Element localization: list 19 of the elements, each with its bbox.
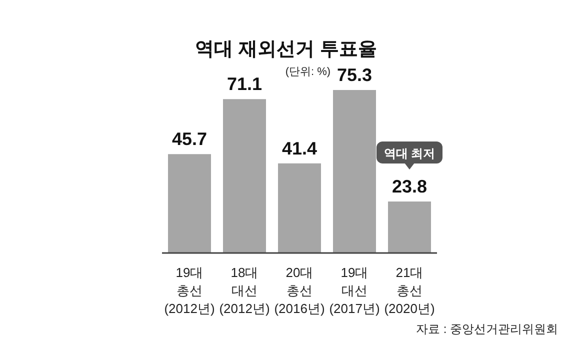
- chart-title: 역대 재외선거 투표율: [194, 38, 378, 62]
- data-label: 23.8: [392, 176, 428, 196]
- chart-subtitle: (단위: %): [285, 66, 331, 78]
- text: 자료 : 중앙선거관리위원회: [416, 321, 558, 338]
- x-tick-label: 20대 총선 (2016년): [274, 265, 325, 316]
- bar: [278, 163, 321, 253]
- x-tick-label: 19대 총선 (2012년): [164, 265, 215, 316]
- data-label: 71.1: [226, 74, 262, 94]
- x-tick-label: 18대 대선 (2012년): [219, 265, 270, 316]
- bar: [333, 90, 376, 253]
- data-label: 45.7: [172, 129, 208, 150]
- x-tick-label: 19대 대선 (2017년): [329, 265, 380, 316]
- data-label: 41.4: [282, 138, 318, 158]
- bar: [223, 99, 266, 253]
- x-tick-label: 21대 총선 (2020년): [384, 265, 435, 316]
- data-label: 75.3: [336, 65, 372, 85]
- annotation: 역대 최저: [384, 146, 436, 160]
- bar: [168, 154, 211, 253]
- bar: [388, 201, 431, 253]
